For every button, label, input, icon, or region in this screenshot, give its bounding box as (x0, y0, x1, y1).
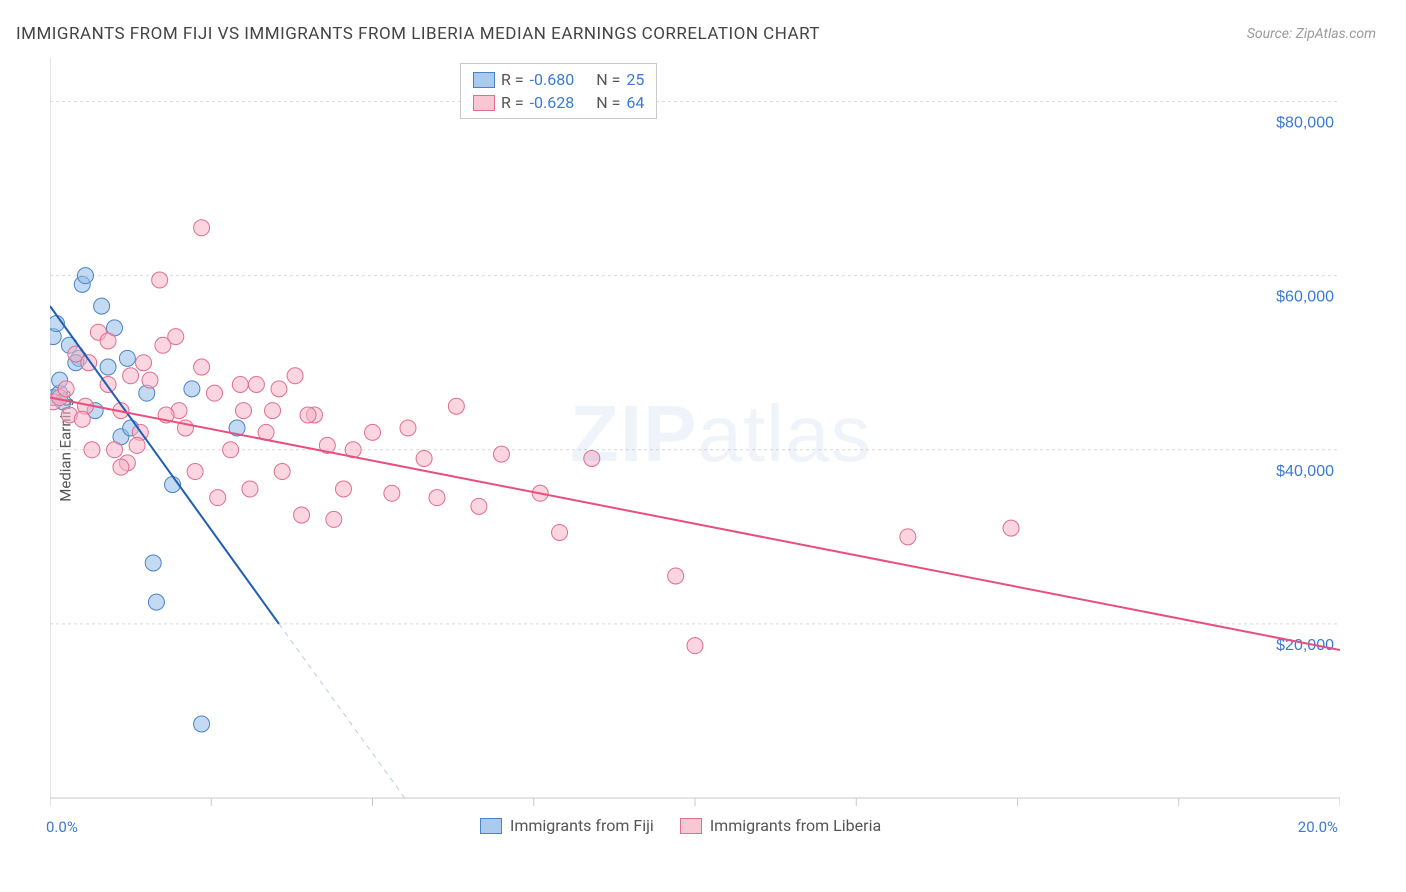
data-point (77, 268, 93, 284)
data-point (271, 381, 287, 397)
data-point (187, 464, 203, 480)
data-point (236, 403, 252, 419)
data-point (384, 485, 400, 501)
r-value: -0.680 (530, 70, 575, 89)
data-point (184, 381, 200, 397)
data-point (287, 368, 303, 384)
data-point (194, 716, 210, 732)
data-point (123, 368, 139, 384)
r-label: R = (501, 70, 524, 89)
legend-row: R = -0.680 N = 25 (473, 68, 644, 91)
data-point (100, 359, 116, 375)
n-value: 64 (626, 93, 644, 112)
data-point (113, 459, 129, 475)
data-point (448, 398, 464, 414)
y-tick-label: $80,000 (1276, 115, 1334, 132)
legend-swatch (680, 818, 702, 834)
legend-row: R = -0.628 N = 64 (473, 91, 644, 114)
legend-swatch (473, 95, 495, 111)
x-axis-max-label: 20.0% (1298, 818, 1338, 836)
legend-label: Immigrants from Fiji (510, 816, 654, 835)
trend-line (50, 306, 279, 624)
data-point (900, 529, 916, 545)
legend-label: Immigrants from Liberia (710, 816, 881, 835)
trend-line-extension (279, 624, 405, 798)
data-point (1003, 520, 1019, 536)
y-tick-label: $60,000 (1276, 289, 1334, 306)
data-point (194, 220, 210, 236)
data-point (274, 464, 290, 480)
data-point (58, 381, 74, 397)
data-point (94, 298, 110, 314)
data-point (265, 403, 281, 419)
r-value: -0.628 (530, 93, 575, 112)
series-legend: Immigrants from Fiji Immigrants from Libe… (480, 816, 881, 835)
data-point (148, 594, 164, 610)
data-point (129, 437, 145, 453)
data-point (232, 376, 248, 392)
data-point (494, 446, 510, 462)
correlation-legend: R = -0.680 N = 25 R = -0.628 N = 64 (460, 63, 657, 119)
data-point (206, 385, 222, 401)
n-label: N = (596, 93, 620, 112)
data-point (152, 272, 168, 288)
data-point (210, 490, 226, 506)
n-value: 25 (626, 70, 644, 89)
data-point (136, 355, 152, 371)
data-point (471, 498, 487, 514)
data-point (584, 450, 600, 466)
source-attribution: Source: ZipAtlas.com (1247, 26, 1376, 42)
data-point (119, 350, 135, 366)
scatter-chart: $20,000$40,000$60,000$80,000 (50, 58, 1340, 838)
data-point (416, 450, 432, 466)
data-point (429, 490, 445, 506)
data-point (145, 555, 161, 571)
data-point (107, 442, 123, 458)
data-point (142, 372, 158, 388)
data-point (326, 511, 342, 527)
legend-item: Immigrants from Liberia (680, 816, 881, 835)
data-point (335, 481, 351, 497)
legend-swatch (480, 818, 502, 834)
data-point (400, 420, 416, 436)
data-point (100, 333, 116, 349)
data-point (168, 329, 184, 345)
data-point (84, 442, 100, 458)
chart-title: IMMIGRANTS FROM FIJI VS IMMIGRANTS FROM … (16, 24, 820, 44)
chart-area: $20,000$40,000$60,000$80,000 ZIPatlas R … (50, 58, 1340, 838)
data-point (668, 568, 684, 584)
r-label: R = (501, 93, 524, 112)
data-point (194, 359, 210, 375)
data-point (242, 481, 258, 497)
data-point (74, 411, 90, 427)
data-point (365, 424, 381, 440)
data-point (300, 407, 316, 423)
trend-line (50, 398, 1340, 650)
data-point (687, 638, 703, 654)
x-axis-min-label: 0.0% (46, 818, 78, 836)
legend-swatch (473, 72, 495, 88)
data-point (248, 376, 264, 392)
legend-item: Immigrants from Fiji (480, 816, 654, 835)
n-label: N = (596, 70, 620, 89)
data-point (223, 442, 239, 458)
y-tick-label: $40,000 (1276, 463, 1334, 480)
data-point (552, 524, 568, 540)
data-point (294, 507, 310, 523)
